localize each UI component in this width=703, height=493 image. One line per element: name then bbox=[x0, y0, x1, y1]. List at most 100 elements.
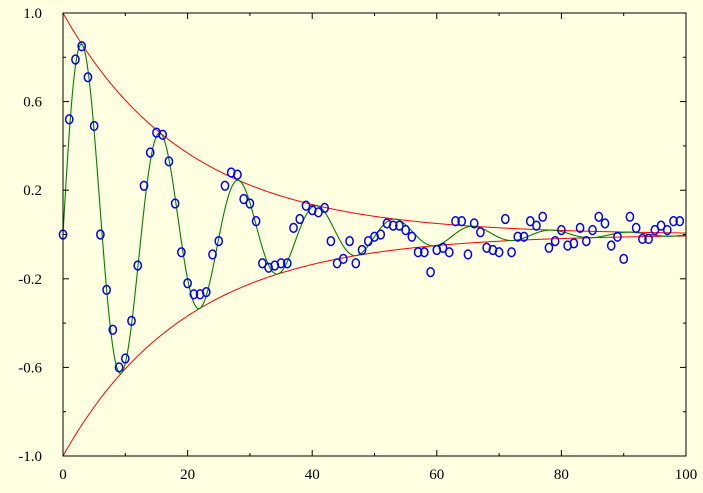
data-point bbox=[538, 211, 548, 222]
data-point bbox=[557, 224, 566, 236]
data-point bbox=[401, 224, 410, 236]
data-point bbox=[139, 180, 149, 191]
data-point bbox=[96, 229, 105, 240]
data-point bbox=[239, 193, 249, 205]
data-point bbox=[339, 253, 348, 265]
y-tick-label: -0.2 bbox=[18, 272, 42, 288]
x-tick-label: 100 bbox=[675, 467, 698, 483]
data-point bbox=[469, 218, 479, 229]
data-point bbox=[594, 211, 604, 222]
data-point bbox=[351, 258, 361, 269]
data-point bbox=[301, 200, 311, 211]
data-point bbox=[500, 213, 510, 225]
data-point bbox=[282, 258, 292, 269]
data-point bbox=[494, 247, 504, 258]
data-point bbox=[525, 216, 535, 227]
data-point bbox=[407, 231, 417, 242]
data-point bbox=[177, 247, 186, 258]
data-point bbox=[575, 222, 585, 234]
data-points bbox=[58, 41, 685, 373]
upper-envelope-line bbox=[62, 12, 687, 234]
data-point bbox=[669, 216, 678, 227]
data-point bbox=[233, 169, 242, 180]
data-point bbox=[581, 235, 591, 247]
data-point bbox=[64, 114, 74, 125]
data-point bbox=[189, 289, 199, 300]
x-tick-label: 60 bbox=[429, 467, 444, 483]
data-point bbox=[363, 235, 373, 247]
data-point bbox=[463, 249, 473, 260]
data-point bbox=[320, 202, 330, 214]
data-point bbox=[476, 227, 485, 238]
data-point bbox=[625, 211, 635, 222]
fit-curve-group bbox=[62, 43, 687, 375]
data-point bbox=[444, 247, 454, 258]
data-point bbox=[183, 278, 192, 289]
data-point bbox=[145, 147, 155, 158]
data-point bbox=[314, 207, 323, 218]
data-point bbox=[419, 247, 429, 258]
data-point bbox=[102, 284, 111, 296]
data-point bbox=[438, 242, 448, 253]
x-tick-label: 20 bbox=[180, 467, 195, 483]
data-point bbox=[675, 216, 685, 227]
data-point bbox=[220, 180, 230, 191]
data-point bbox=[426, 267, 435, 278]
data-point bbox=[513, 231, 523, 242]
data-point bbox=[395, 220, 404, 231]
data-point bbox=[71, 54, 80, 65]
data-point bbox=[638, 233, 647, 245]
fit-line bbox=[62, 43, 687, 375]
data-point bbox=[613, 231, 622, 242]
data-point bbox=[170, 198, 180, 209]
data-point bbox=[388, 220, 398, 231]
data-point bbox=[258, 258, 267, 269]
data-point bbox=[507, 247, 516, 258]
data-point bbox=[133, 260, 143, 271]
data-point bbox=[326, 235, 336, 247]
x-axis-ticks: 0 20 40 60 80 100 bbox=[59, 13, 697, 483]
lower-envelope-line bbox=[62, 235, 687, 457]
data-point bbox=[127, 315, 136, 327]
y-axis-ticks: 1.0 0.6 0.2 -0.2 -0.6 -1.0 bbox=[18, 6, 686, 465]
data-point bbox=[662, 224, 672, 236]
data-point bbox=[519, 231, 529, 242]
data-point bbox=[201, 286, 211, 298]
y-tick-label: 1.0 bbox=[23, 6, 42, 22]
y-tick-label: -0.6 bbox=[18, 360, 42, 376]
data-point bbox=[569, 238, 579, 249]
data-point bbox=[544, 242, 554, 253]
data-point bbox=[631, 222, 641, 234]
data-point bbox=[108, 324, 118, 335]
data-point bbox=[114, 362, 124, 373]
data-point bbox=[550, 235, 560, 247]
data-point bbox=[214, 235, 224, 247]
data-point bbox=[332, 258, 342, 269]
data-point bbox=[164, 156, 174, 167]
data-point bbox=[606, 240, 616, 251]
data-point bbox=[208, 249, 217, 260]
data-point bbox=[245, 198, 255, 209]
data-point bbox=[619, 253, 629, 265]
y-tick-label: 0.2 bbox=[23, 183, 42, 199]
data-point bbox=[357, 244, 367, 256]
x-tick-label: 0 bbox=[59, 467, 67, 483]
data-point bbox=[83, 72, 93, 83]
data-point bbox=[376, 229, 386, 240]
data-point bbox=[295, 213, 305, 225]
data-point bbox=[457, 216, 467, 227]
data-point bbox=[120, 353, 130, 364]
x-tick-label: 40 bbox=[305, 467, 320, 483]
data-point bbox=[588, 224, 597, 236]
data-point bbox=[413, 247, 423, 258]
data-point bbox=[77, 41, 87, 52]
data-point bbox=[251, 216, 261, 227]
data-point bbox=[600, 218, 610, 229]
data-point bbox=[89, 120, 99, 132]
data-point bbox=[650, 224, 660, 236]
data-point bbox=[532, 220, 541, 231]
y-tick-label: 0.6 bbox=[23, 95, 42, 111]
data-point bbox=[276, 258, 286, 269]
